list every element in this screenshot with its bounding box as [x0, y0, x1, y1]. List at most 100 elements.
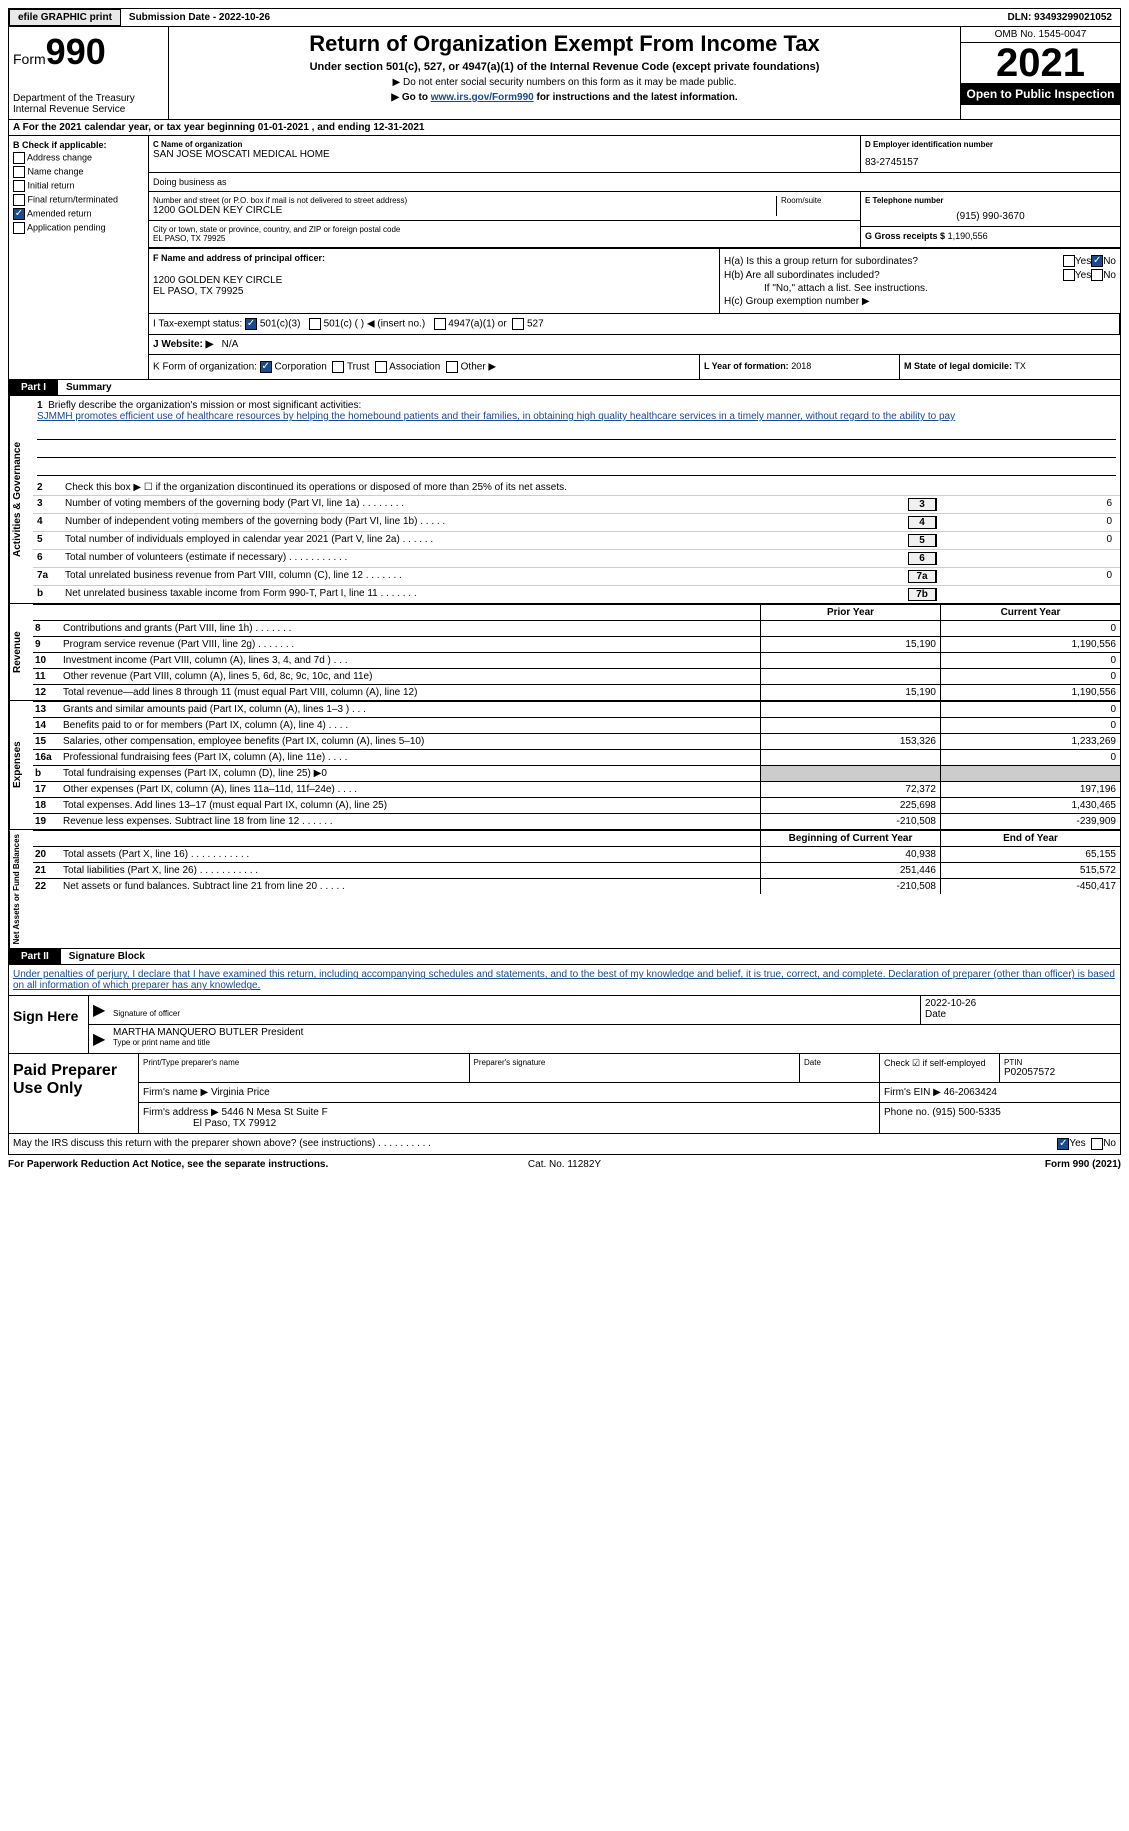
cb-amended-return[interactable]: Amended return	[13, 208, 144, 220]
cb-name-change[interactable]: Name change	[13, 166, 144, 178]
table-row: 20Total assets (Part X, line 16) . . . .…	[33, 846, 1120, 862]
tel-value: (915) 990-3670	[865, 211, 1116, 222]
tax-exempt-row: I Tax-exempt status: 501(c)(3) 501(c) ( …	[149, 314, 1120, 334]
table-row: 17Other expenses (Part IX, column (A), l…	[33, 781, 1120, 797]
table-row: 19Revenue less expenses. Subtract line 1…	[33, 813, 1120, 829]
sign-here-block: Sign Here ▶ Signature of officer 2022-10…	[8, 996, 1121, 1054]
efile-print-button[interactable]: efile GRAPHIC print	[9, 9, 121, 26]
prep-firm: Virginia Price	[211, 1087, 270, 1098]
state-domicile: M State of legal domicile: TX	[900, 355, 1120, 379]
table-row: bTotal fundraising expenses (Part IX, co…	[33, 765, 1120, 781]
cb-address-change[interactable]: Address change	[13, 152, 144, 164]
prep-addr1: 5446 N Mesa St Suite F	[222, 1107, 328, 1118]
dept-label: Department of the Treasury Internal Reve…	[13, 93, 164, 115]
ein-label: D Employer identification number	[865, 140, 1116, 149]
summary-line: 6Total number of volunteers (estimate if…	[33, 549, 1120, 567]
table-row: 13Grants and similar amounts paid (Part …	[33, 701, 1120, 717]
discuss-yes[interactable]	[1057, 1138, 1069, 1150]
form-number: Form990	[13, 31, 164, 73]
mission-text[interactable]: SJMMH promotes efficient use of healthca…	[37, 411, 955, 422]
ha-question: H(a) Is this a group return for subordin…	[724, 256, 1063, 267]
summary-line: bNet unrelated business taxable income f…	[33, 585, 1120, 603]
ha-no[interactable]	[1091, 255, 1103, 267]
table-row: 9Program service revenue (Part VIII, lin…	[33, 636, 1120, 652]
cb-initial-return[interactable]: Initial return	[13, 180, 144, 192]
ha-yes[interactable]	[1063, 255, 1075, 267]
cb-final-return[interactable]: Final return/terminated	[13, 194, 144, 206]
dln: DLN: 93493299021052	[999, 10, 1120, 25]
prep-ein: 46-2063424	[944, 1087, 997, 1098]
form-of-org: K Form of organization: Corporation Trus…	[149, 355, 700, 379]
tel-label: E Telephone number	[865, 196, 1116, 205]
website-row: J Website: ▶ N/A	[149, 334, 1120, 354]
cb-trust[interactable]	[332, 361, 344, 373]
paid-preparer-block: Paid Preparer Use Only Print/Type prepar…	[8, 1054, 1121, 1134]
hb-question: H(b) Are all subordinates included?	[724, 270, 1063, 281]
na-col-hdr: Beginning of Current Year End of Year	[33, 830, 1120, 846]
officer-label: F Name and address of principal officer:	[153, 253, 715, 263]
form-link-row: ▶ Go to www.irs.gov/Form990 for instruct…	[173, 92, 956, 103]
part1-header: Part I Summary	[8, 380, 1121, 396]
summary-line: 4Number of independent voting members of…	[33, 513, 1120, 531]
summary-line: 5Total number of individuals employed in…	[33, 531, 1120, 549]
table-row: 16aProfessional fundraising fees (Part I…	[33, 749, 1120, 765]
page-footer: For Paperwork Reduction Act Notice, see …	[8, 1155, 1121, 1174]
prep-ptin: P02057572	[1004, 1067, 1055, 1078]
table-row: 12Total revenue—add lines 8 through 11 (…	[33, 684, 1120, 700]
submission-date: Submission Date - 2022-10-26	[121, 10, 278, 25]
section-expenses: Expenses 13Grants and similar amounts pa…	[8, 701, 1121, 830]
section-governance: Activities & Governance 1 Briefly descri…	[8, 396, 1121, 604]
vtab-governance: Activities & Governance	[9, 396, 33, 603]
signature-declaration: Under penalties of perjury, I declare th…	[8, 965, 1121, 996]
city-value: EL PASO, TX 79925	[153, 234, 856, 243]
cb-app-pending[interactable]: Application pending	[13, 222, 144, 234]
officer-addr1: 1200 GOLDEN KEY CIRCLE	[153, 275, 715, 286]
table-row: 8Contributions and grants (Part VIII, li…	[33, 620, 1120, 636]
line1-num: 1	[37, 400, 43, 411]
cb-other[interactable]	[446, 361, 458, 373]
org-name: SAN JOSE MOSCATI MEDICAL HOME	[153, 149, 856, 160]
irs-link[interactable]: www.irs.gov/Form990	[431, 92, 534, 103]
revenue-col-hdr: Prior Year Current Year	[33, 604, 1120, 620]
sig-arrow-icon: ▶	[89, 996, 109, 1024]
prep-addr2: El Paso, TX 79912	[193, 1118, 276, 1129]
discuss-no[interactable]	[1091, 1138, 1103, 1150]
table-row: 22Net assets or fund balances. Subtract …	[33, 878, 1120, 894]
cb-association[interactable]	[375, 361, 387, 373]
dba-label: Doing business as	[149, 173, 1120, 192]
cb-527[interactable]	[512, 318, 524, 330]
main-info-block: B Check if applicable: Address change Na…	[8, 136, 1121, 380]
table-row: 11Other revenue (Part VIII, column (A), …	[33, 668, 1120, 684]
section-revenue: Revenue Prior Year Current Year 8Contrib…	[8, 604, 1121, 701]
sig-arrow-icon: ▶	[89, 1025, 109, 1053]
hb-no[interactable]	[1091, 269, 1103, 281]
form-title: Return of Organization Exempt From Incom…	[173, 31, 956, 57]
summary-line: 2Check this box ▶ ☐ if the organization …	[33, 480, 1120, 495]
hb-note: If "No," attach a list. See instructions…	[724, 283, 1116, 294]
table-row: 10Investment income (Part VIII, column (…	[33, 652, 1120, 668]
street-value: 1200 GOLDEN KEY CIRCLE	[153, 205, 282, 216]
officer-addr2: EL PASO, TX 79925	[153, 286, 715, 297]
form-note-ssn: ▶ Do not enter social security numbers o…	[173, 77, 956, 88]
cb-501c3[interactable]	[245, 318, 257, 330]
sig-officer-label: Signature of officer	[113, 1009, 916, 1018]
row-a-tax-year: A For the 2021 calendar year, or tax yea…	[8, 120, 1121, 136]
summary-line: 3Number of voting members of the governi…	[33, 495, 1120, 513]
vtab-revenue: Revenue	[9, 604, 33, 700]
vtab-netassets: Net Assets or Fund Balances	[9, 830, 33, 948]
cb-501c[interactable]	[309, 318, 321, 330]
form-header: Form990 Department of the Treasury Inter…	[8, 27, 1121, 120]
open-to-public: Open to Public Inspection	[961, 83, 1120, 105]
cb-4947[interactable]	[434, 318, 446, 330]
table-row: 18Total expenses. Add lines 13–17 (must …	[33, 797, 1120, 813]
form-subtitle: Under section 501(c), 527, or 4947(a)(1)…	[173, 61, 956, 73]
sig-name: MARTHA MANQUERO BUTLER President	[113, 1027, 1116, 1038]
cb-corporation[interactable]	[260, 361, 272, 373]
section-netassets: Net Assets or Fund Balances Beginning of…	[8, 830, 1121, 949]
room-label: Room/suite	[776, 196, 856, 216]
city-label: City or town, state or province, country…	[153, 225, 856, 234]
top-bar: efile GRAPHIC print Submission Date - 20…	[8, 8, 1121, 27]
hb-yes[interactable]	[1063, 269, 1075, 281]
sig-date: 2022-10-26	[925, 998, 1116, 1009]
year-formation: L Year of formation: 2018	[700, 355, 900, 379]
